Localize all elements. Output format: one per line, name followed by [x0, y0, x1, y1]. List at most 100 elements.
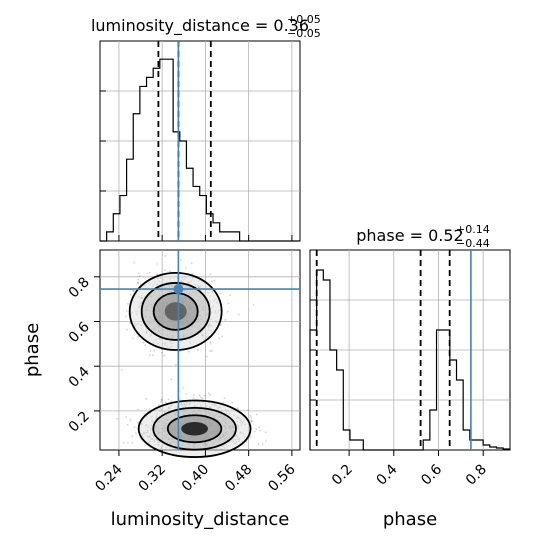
density-level	[164, 302, 187, 321]
sample-point	[137, 272, 140, 275]
sample-point	[116, 417, 118, 420]
sample-point	[250, 419, 253, 421]
xticks-phase: 0.2 0.4 0.6 0.8	[329, 450, 490, 489]
sample-point	[250, 416, 253, 419]
sample-point	[137, 408, 139, 411]
sample-point	[131, 337, 134, 340]
sample-point	[127, 302, 129, 305]
sample-point	[220, 324, 222, 327]
xtick-label: 0.56	[265, 461, 298, 494]
sample-point	[264, 431, 267, 434]
contour-line	[166, 414, 223, 444]
sample-point	[261, 443, 264, 446]
sample-point	[184, 267, 187, 269]
histogram-phase	[309, 269, 510, 451]
quantiles-phase	[315, 250, 451, 450]
sample-point	[143, 412, 146, 415]
ytick-label: 0.4	[66, 364, 93, 391]
sample-point	[135, 432, 137, 434]
sample-point	[131, 442, 133, 444]
sample-point	[231, 401, 234, 404]
sample-point	[197, 349, 199, 351]
sample-point	[221, 335, 223, 338]
sample-point	[160, 401, 163, 403]
sample-point	[203, 394, 206, 397]
sample-point	[148, 272, 151, 274]
sample-point	[236, 407, 239, 410]
sample-point	[192, 397, 195, 399]
truth-point-joint	[173, 284, 184, 295]
xtick-label: 0.8	[463, 462, 490, 489]
yticks-hist-phase	[310, 299, 316, 401]
sample-point	[250, 420, 253, 423]
sample-point	[229, 294, 232, 297]
sample-point	[201, 397, 204, 400]
sample-point	[125, 309, 128, 312]
sample-point	[129, 419, 132, 421]
sample-point	[226, 310, 229, 313]
sample-point	[255, 428, 258, 431]
sample-point	[237, 313, 240, 316]
sample-point	[122, 441, 125, 444]
sample-point	[259, 429, 262, 432]
ytick-label: 0.2	[66, 408, 93, 435]
sample-point	[156, 263, 158, 265]
sample-point	[170, 378, 173, 381]
sample-point	[182, 387, 185, 389]
sample-point	[209, 273, 212, 276]
sample-point	[258, 426, 260, 429]
title-phase: phase = 0.52	[356, 226, 463, 245]
sample-point	[211, 280, 213, 283]
sample-point	[209, 342, 212, 345]
sample-point	[170, 400, 173, 403]
sample-point	[167, 398, 170, 401]
sample-point	[265, 440, 267, 442]
sample-point	[125, 416, 127, 418]
sample-point	[213, 279, 216, 282]
xlabel-luminosity-distance: luminosity_distance	[111, 509, 290, 530]
sample-point	[218, 337, 220, 340]
sample-point	[223, 397, 226, 399]
sample-point	[187, 350, 190, 353]
contour-line	[128, 272, 223, 351]
title-luminosity-distance-upper: +0.05	[287, 13, 321, 26]
sample-point	[255, 413, 258, 416]
sample-point	[129, 293, 132, 296]
sample-point	[163, 269, 166, 272]
sample-point	[160, 398, 163, 401]
xtick-label: 0.6	[418, 461, 445, 488]
sample-point	[133, 426, 136, 428]
xtick-label: 0.24	[92, 461, 125, 494]
sample-point	[137, 335, 139, 338]
sample-point	[120, 369, 123, 371]
title-phase-base: phase = 0.52	[356, 226, 463, 245]
xtick-label: 0.40	[179, 462, 212, 495]
sample-point	[137, 421, 139, 424]
sample-point	[142, 341, 145, 344]
panel-joint	[99, 249, 301, 458]
joint-contours	[128, 272, 252, 458]
contour-line	[152, 406, 237, 451]
sample-point	[174, 363, 177, 366]
sample-point	[249, 415, 252, 417]
sample-point	[209, 350, 212, 353]
sample-point	[164, 401, 167, 404]
title-luminosity-distance: luminosity_distance = 0.36	[91, 16, 309, 36]
sample-point	[208, 392, 210, 395]
sample-point	[160, 399, 163, 402]
sample-point	[193, 394, 195, 396]
sample-point	[252, 304, 255, 306]
sample-point	[253, 430, 256, 433]
sample-point	[191, 272, 194, 275]
sample-point	[148, 354, 151, 357]
sample-point	[132, 290, 135, 293]
xtick-label: 0.48	[222, 462, 255, 495]
xtick-label: 0.32	[136, 462, 169, 495]
title-luminosity-distance-base: luminosity_distance = 0.36	[91, 16, 309, 36]
sample-point	[222, 401, 225, 404]
sample-point	[137, 282, 140, 284]
sample-point	[249, 436, 252, 438]
yticks-phase: 0.2 0.4 0.6 0.8	[66, 274, 100, 435]
sample-point	[138, 275, 141, 277]
sample-point	[178, 350, 181, 353]
